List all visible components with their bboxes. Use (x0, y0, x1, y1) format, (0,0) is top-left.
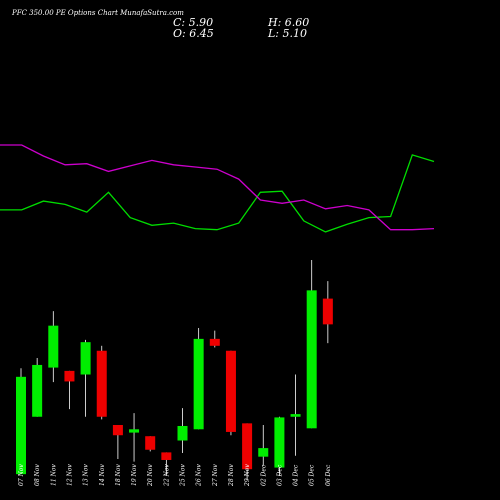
date-tick-label: 05 Dec (309, 464, 316, 486)
candle (258, 425, 269, 466)
date-tick-label: 02 Dec (260, 464, 267, 486)
candle (306, 260, 317, 429)
candle-body (64, 370, 75, 382)
date-tick-label: 28 Nov (228, 464, 235, 487)
date-tick-label: 07 Nov (18, 464, 25, 486)
candle (16, 368, 26, 475)
lower-indicator-line (0, 144, 435, 231)
date-tick-label: 12 Nov (66, 464, 73, 486)
candle (274, 416, 285, 476)
candle-body (306, 290, 317, 429)
date-tick-label: 20 Nov (147, 464, 154, 487)
candle-body (145, 436, 156, 450)
candle (64, 370, 75, 410)
candlestick-series (16, 260, 333, 481)
candle (209, 330, 220, 348)
date-tick-label: 29 Nov (244, 464, 251, 487)
date-tick-label: 08 Nov (34, 464, 41, 486)
candle (129, 413, 140, 462)
candle (32, 358, 43, 417)
date-tick-label: 11 Nov (50, 464, 57, 486)
date-tick-label: 04 Dec (293, 464, 300, 486)
candle-body (209, 338, 220, 346)
candle-body (16, 376, 26, 475)
candle-body (177, 425, 188, 441)
chart-title: PFC 350.00 PE Options Chart MunafaSutra.… (11, 9, 184, 17)
open-label: O: 6.45 (173, 27, 214, 40)
candle (96, 345, 107, 420)
candle (112, 425, 123, 459)
date-tick-label: 22 Nov (163, 464, 170, 487)
date-tick-label: 19 Nov (131, 464, 138, 486)
date-tick-label: 26 Nov (196, 464, 203, 487)
candle-body (225, 350, 236, 432)
indicator-lines (0, 144, 435, 233)
candle (225, 350, 236, 436)
candle-body (290, 414, 301, 417)
date-tick-label: 06 Dec (325, 464, 332, 486)
date-tick-label: 27 Nov (212, 464, 219, 487)
date-tick-label: 14 Nov (99, 464, 106, 486)
high-label: H: 6.60 (267, 16, 309, 29)
candle-body (161, 452, 172, 460)
candle (161, 452, 172, 476)
date-tick-label: 03 Dec (276, 464, 283, 486)
candle (80, 339, 91, 417)
candle-body (258, 448, 269, 457)
candle-body (129, 429, 140, 433)
close-label: C: 5.90 (173, 16, 213, 29)
candle-body (274, 417, 285, 468)
candle-body (322, 298, 333, 325)
candle-body (112, 425, 123, 436)
candle (193, 327, 204, 430)
candle (242, 423, 253, 481)
candle-body (193, 338, 204, 430)
date-axis: 07 Nov 08 Nov 11 Nov 12 Nov 13 Nov 14 Nov 18 N… (18, 464, 332, 487)
upper-indicator-line (0, 154, 435, 233)
candle-body (80, 342, 91, 375)
low-label: L: 5.10 (267, 27, 307, 40)
date-tick-label: 13 Nov (83, 464, 90, 486)
candle-body (32, 364, 43, 417)
candle (177, 408, 188, 454)
date-tick-label: 25 Nov (180, 464, 187, 487)
date-tick-label: 18 Nov (115, 464, 122, 486)
candle (145, 436, 156, 452)
candle-body (242, 423, 253, 470)
candle (322, 281, 333, 344)
candle-body (48, 325, 59, 368)
candle (48, 311, 59, 383)
candle-body (96, 350, 107, 417)
candle (290, 374, 301, 456)
